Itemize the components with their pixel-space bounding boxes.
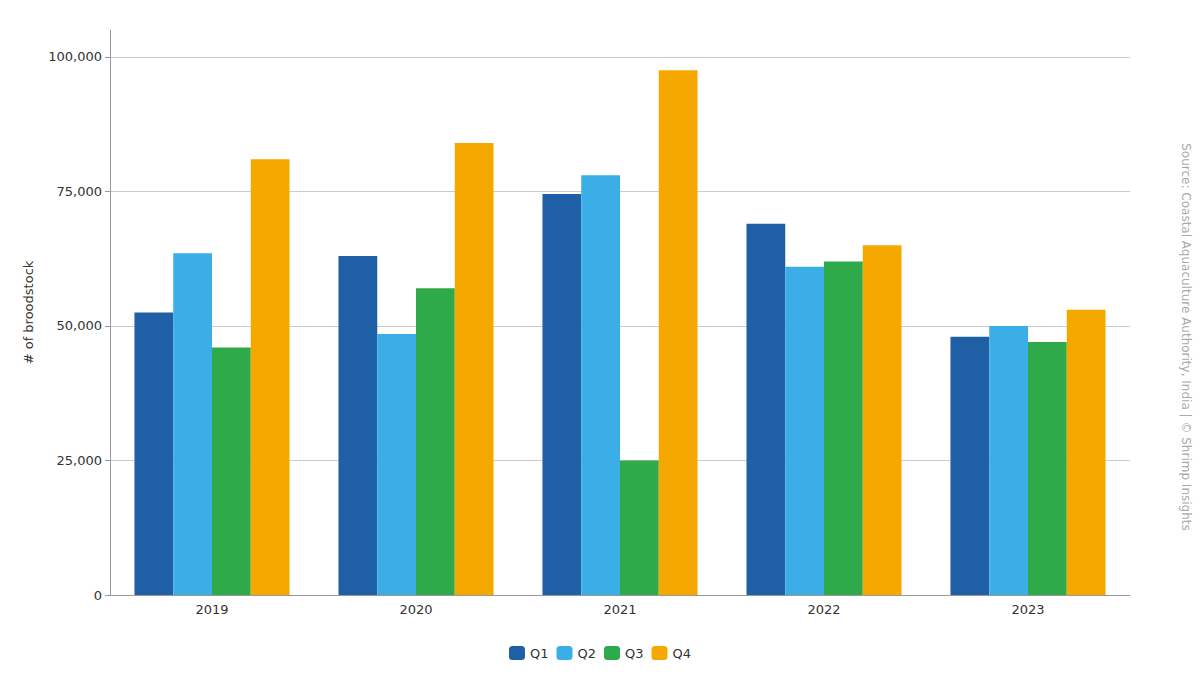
svg-text:0: 0: [94, 588, 102, 603]
svg-text:75,000: 75,000: [57, 184, 103, 199]
svg-text:Q1: Q1: [530, 646, 549, 661]
svg-text:# of broodstock: # of broodstock: [21, 260, 36, 364]
svg-text:50,000: 50,000: [57, 318, 103, 333]
svg-text:2023: 2023: [1011, 602, 1044, 617]
svg-text:2019: 2019: [195, 602, 228, 617]
svg-text:2020: 2020: [399, 602, 432, 617]
svg-text:2021: 2021: [603, 602, 636, 617]
svg-text:Source: Coastal Aquaculture Au: Source: Coastal Aquaculture Authority, I…: [1179, 143, 1193, 531]
svg-text:Q4: Q4: [673, 646, 692, 661]
svg-text:2022: 2022: [807, 602, 840, 617]
svg-text:Q2: Q2: [577, 646, 596, 661]
svg-text:25,000: 25,000: [57, 453, 103, 468]
svg-text:Q3: Q3: [625, 646, 644, 661]
svg-text:100,000: 100,000: [48, 49, 102, 64]
